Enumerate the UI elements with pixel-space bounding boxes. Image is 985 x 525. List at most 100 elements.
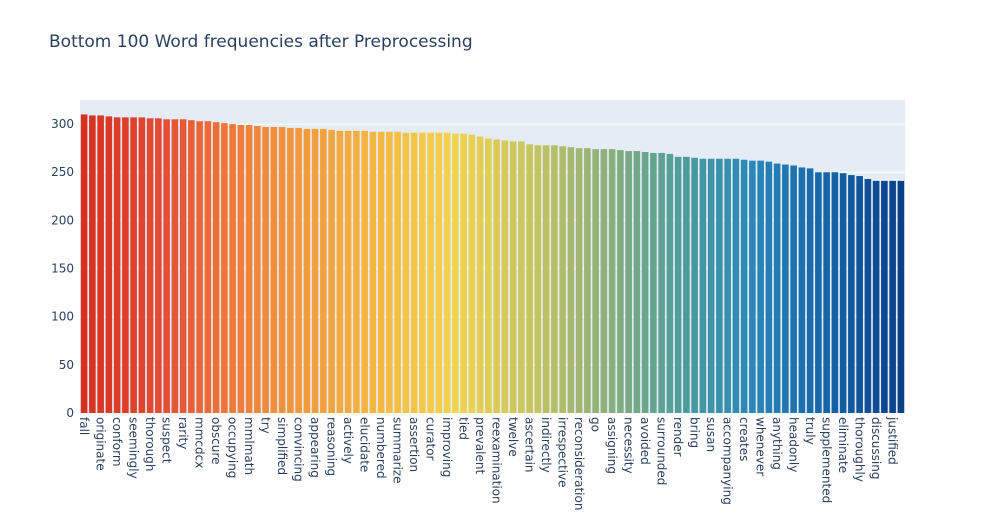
bar[interactable] <box>641 152 649 413</box>
bar[interactable] <box>460 133 467 413</box>
bar[interactable] <box>287 127 294 414</box>
bar[interactable] <box>410 132 418 414</box>
bar[interactable] <box>806 168 814 413</box>
bar[interactable] <box>80 114 88 413</box>
bar[interactable] <box>839 173 847 413</box>
bar[interactable] <box>666 153 674 413</box>
bar[interactable] <box>592 149 599 413</box>
bar[interactable] <box>823 172 830 413</box>
bar[interactable] <box>435 132 443 414</box>
bar[interactable] <box>485 138 492 413</box>
bar[interactable] <box>303 128 311 413</box>
bar[interactable] <box>443 132 451 414</box>
bar[interactable] <box>683 156 690 413</box>
bar[interactable] <box>526 144 533 414</box>
bar[interactable] <box>575 148 583 413</box>
bar[interactable] <box>295 127 302 414</box>
bar[interactable] <box>138 117 146 413</box>
bar[interactable] <box>163 119 170 413</box>
bar[interactable] <box>212 122 220 414</box>
bar[interactable] <box>584 148 591 413</box>
bar[interactable] <box>270 126 278 413</box>
bar[interactable] <box>328 129 335 414</box>
bar[interactable] <box>856 176 863 413</box>
bar[interactable] <box>782 164 789 413</box>
bar[interactable] <box>757 160 764 413</box>
bar[interactable] <box>559 146 566 414</box>
bar[interactable] <box>229 124 236 413</box>
bar[interactable] <box>798 167 806 413</box>
bar[interactable] <box>476 136 484 413</box>
bar[interactable] <box>452 133 459 413</box>
bar[interactable] <box>344 130 352 413</box>
bar[interactable] <box>171 119 179 413</box>
bar[interactable] <box>872 180 880 413</box>
bar[interactable] <box>369 131 377 413</box>
bar[interactable] <box>146 118 154 414</box>
bar[interactable] <box>658 152 665 413</box>
bar[interactable] <box>633 151 641 414</box>
bar[interactable] <box>105 116 113 414</box>
bar[interactable] <box>311 128 319 413</box>
bar[interactable] <box>551 145 558 413</box>
bar[interactable] <box>377 131 385 413</box>
bar[interactable] <box>155 118 162 414</box>
bar[interactable] <box>501 140 509 413</box>
bar[interactable] <box>707 158 715 413</box>
bar[interactable] <box>732 158 740 413</box>
bar[interactable] <box>196 121 203 413</box>
bar[interactable] <box>765 161 773 413</box>
bar[interactable] <box>691 157 698 413</box>
bar[interactable] <box>674 156 682 413</box>
bar[interactable] <box>567 147 575 413</box>
bar[interactable] <box>699 158 707 413</box>
bar[interactable] <box>179 119 187 413</box>
bar[interactable] <box>394 131 401 413</box>
bar[interactable] <box>122 117 129 413</box>
bar[interactable] <box>427 132 434 414</box>
bar[interactable] <box>773 163 781 413</box>
bar[interactable] <box>130 117 137 413</box>
bar[interactable] <box>361 130 368 413</box>
bar[interactable] <box>113 117 121 413</box>
bar[interactable] <box>716 158 723 413</box>
bar[interactable] <box>188 120 195 413</box>
bar[interactable] <box>650 152 657 413</box>
bar[interactable] <box>419 132 426 414</box>
bar[interactable] <box>881 180 888 413</box>
bar[interactable] <box>278 126 286 413</box>
bar[interactable] <box>493 139 500 414</box>
bar[interactable] <box>204 121 212 413</box>
bar[interactable] <box>740 159 748 413</box>
bar[interactable] <box>336 130 344 413</box>
bar[interactable] <box>254 126 261 413</box>
bar[interactable] <box>468 134 476 414</box>
bar[interactable] <box>320 128 327 413</box>
bar[interactable] <box>617 150 624 413</box>
bar[interactable] <box>97 115 104 413</box>
bar[interactable] <box>245 125 253 413</box>
bar[interactable] <box>815 172 822 413</box>
bar[interactable] <box>221 123 228 414</box>
bar[interactable] <box>600 149 608 413</box>
bar[interactable] <box>625 151 632 414</box>
bar[interactable] <box>864 178 872 413</box>
bar[interactable] <box>897 180 905 413</box>
bar[interactable] <box>386 131 393 413</box>
bar[interactable] <box>749 160 756 413</box>
bar[interactable] <box>831 172 839 413</box>
bar[interactable] <box>608 149 616 413</box>
bar[interactable] <box>518 141 525 413</box>
bar[interactable] <box>89 115 96 413</box>
bar[interactable] <box>402 132 410 414</box>
bar[interactable] <box>848 175 855 413</box>
bar[interactable] <box>237 125 245 413</box>
bar[interactable] <box>353 130 360 413</box>
bar[interactable] <box>262 126 269 413</box>
bar[interactable] <box>509 141 517 413</box>
bar[interactable] <box>534 145 542 413</box>
bar[interactable] <box>790 165 797 413</box>
bar[interactable] <box>724 158 731 413</box>
bar[interactable] <box>542 145 550 413</box>
bar[interactable] <box>889 180 896 413</box>
